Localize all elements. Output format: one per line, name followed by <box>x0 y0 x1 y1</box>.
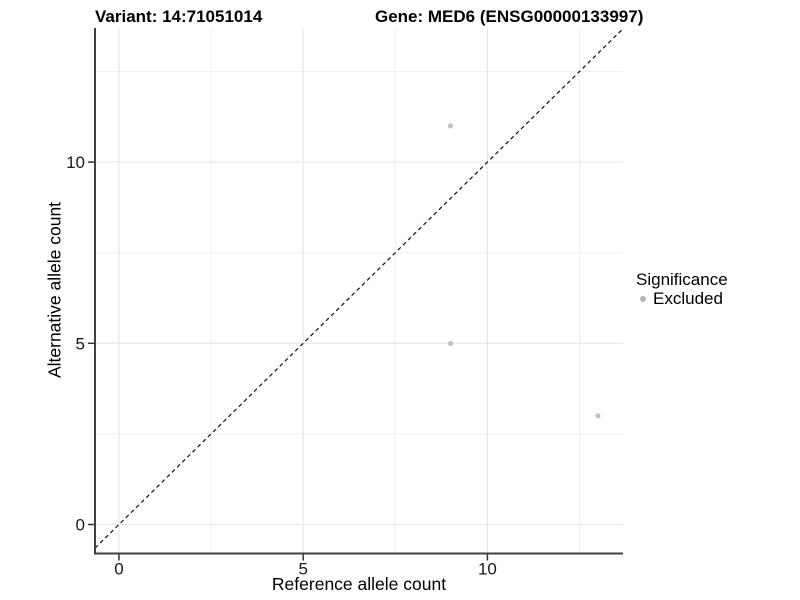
x-tick-label: 0 <box>114 560 123 579</box>
identity-reference-line <box>94 28 624 549</box>
data-point <box>595 413 601 419</box>
data-point <box>447 340 454 346</box>
legend-item-excluded: Excluded <box>636 290 728 308</box>
y-tick-label: 0 <box>76 516 85 535</box>
x-tick-label: 5 <box>298 560 307 579</box>
x-tick-label: 10 <box>478 560 497 579</box>
x-axis-label: Reference allele count <box>271 574 447 594</box>
y-tick-label: 10 <box>66 153 85 172</box>
plot-title-variant: Variant: 14:71051014 <box>95 7 263 26</box>
legend-point-icon <box>640 296 646 302</box>
y-axis-label: Alternative allele count <box>44 201 65 379</box>
legend: Significance Excluded <box>636 271 728 308</box>
legend-title: Significance <box>636 270 728 289</box>
legend-item-label: Excluded <box>653 289 723 308</box>
y-tick-label: 5 <box>76 334 85 353</box>
data-point <box>447 123 454 129</box>
plot-title-gene: Gene: MED6 (ENSG00000133997) <box>375 7 644 26</box>
